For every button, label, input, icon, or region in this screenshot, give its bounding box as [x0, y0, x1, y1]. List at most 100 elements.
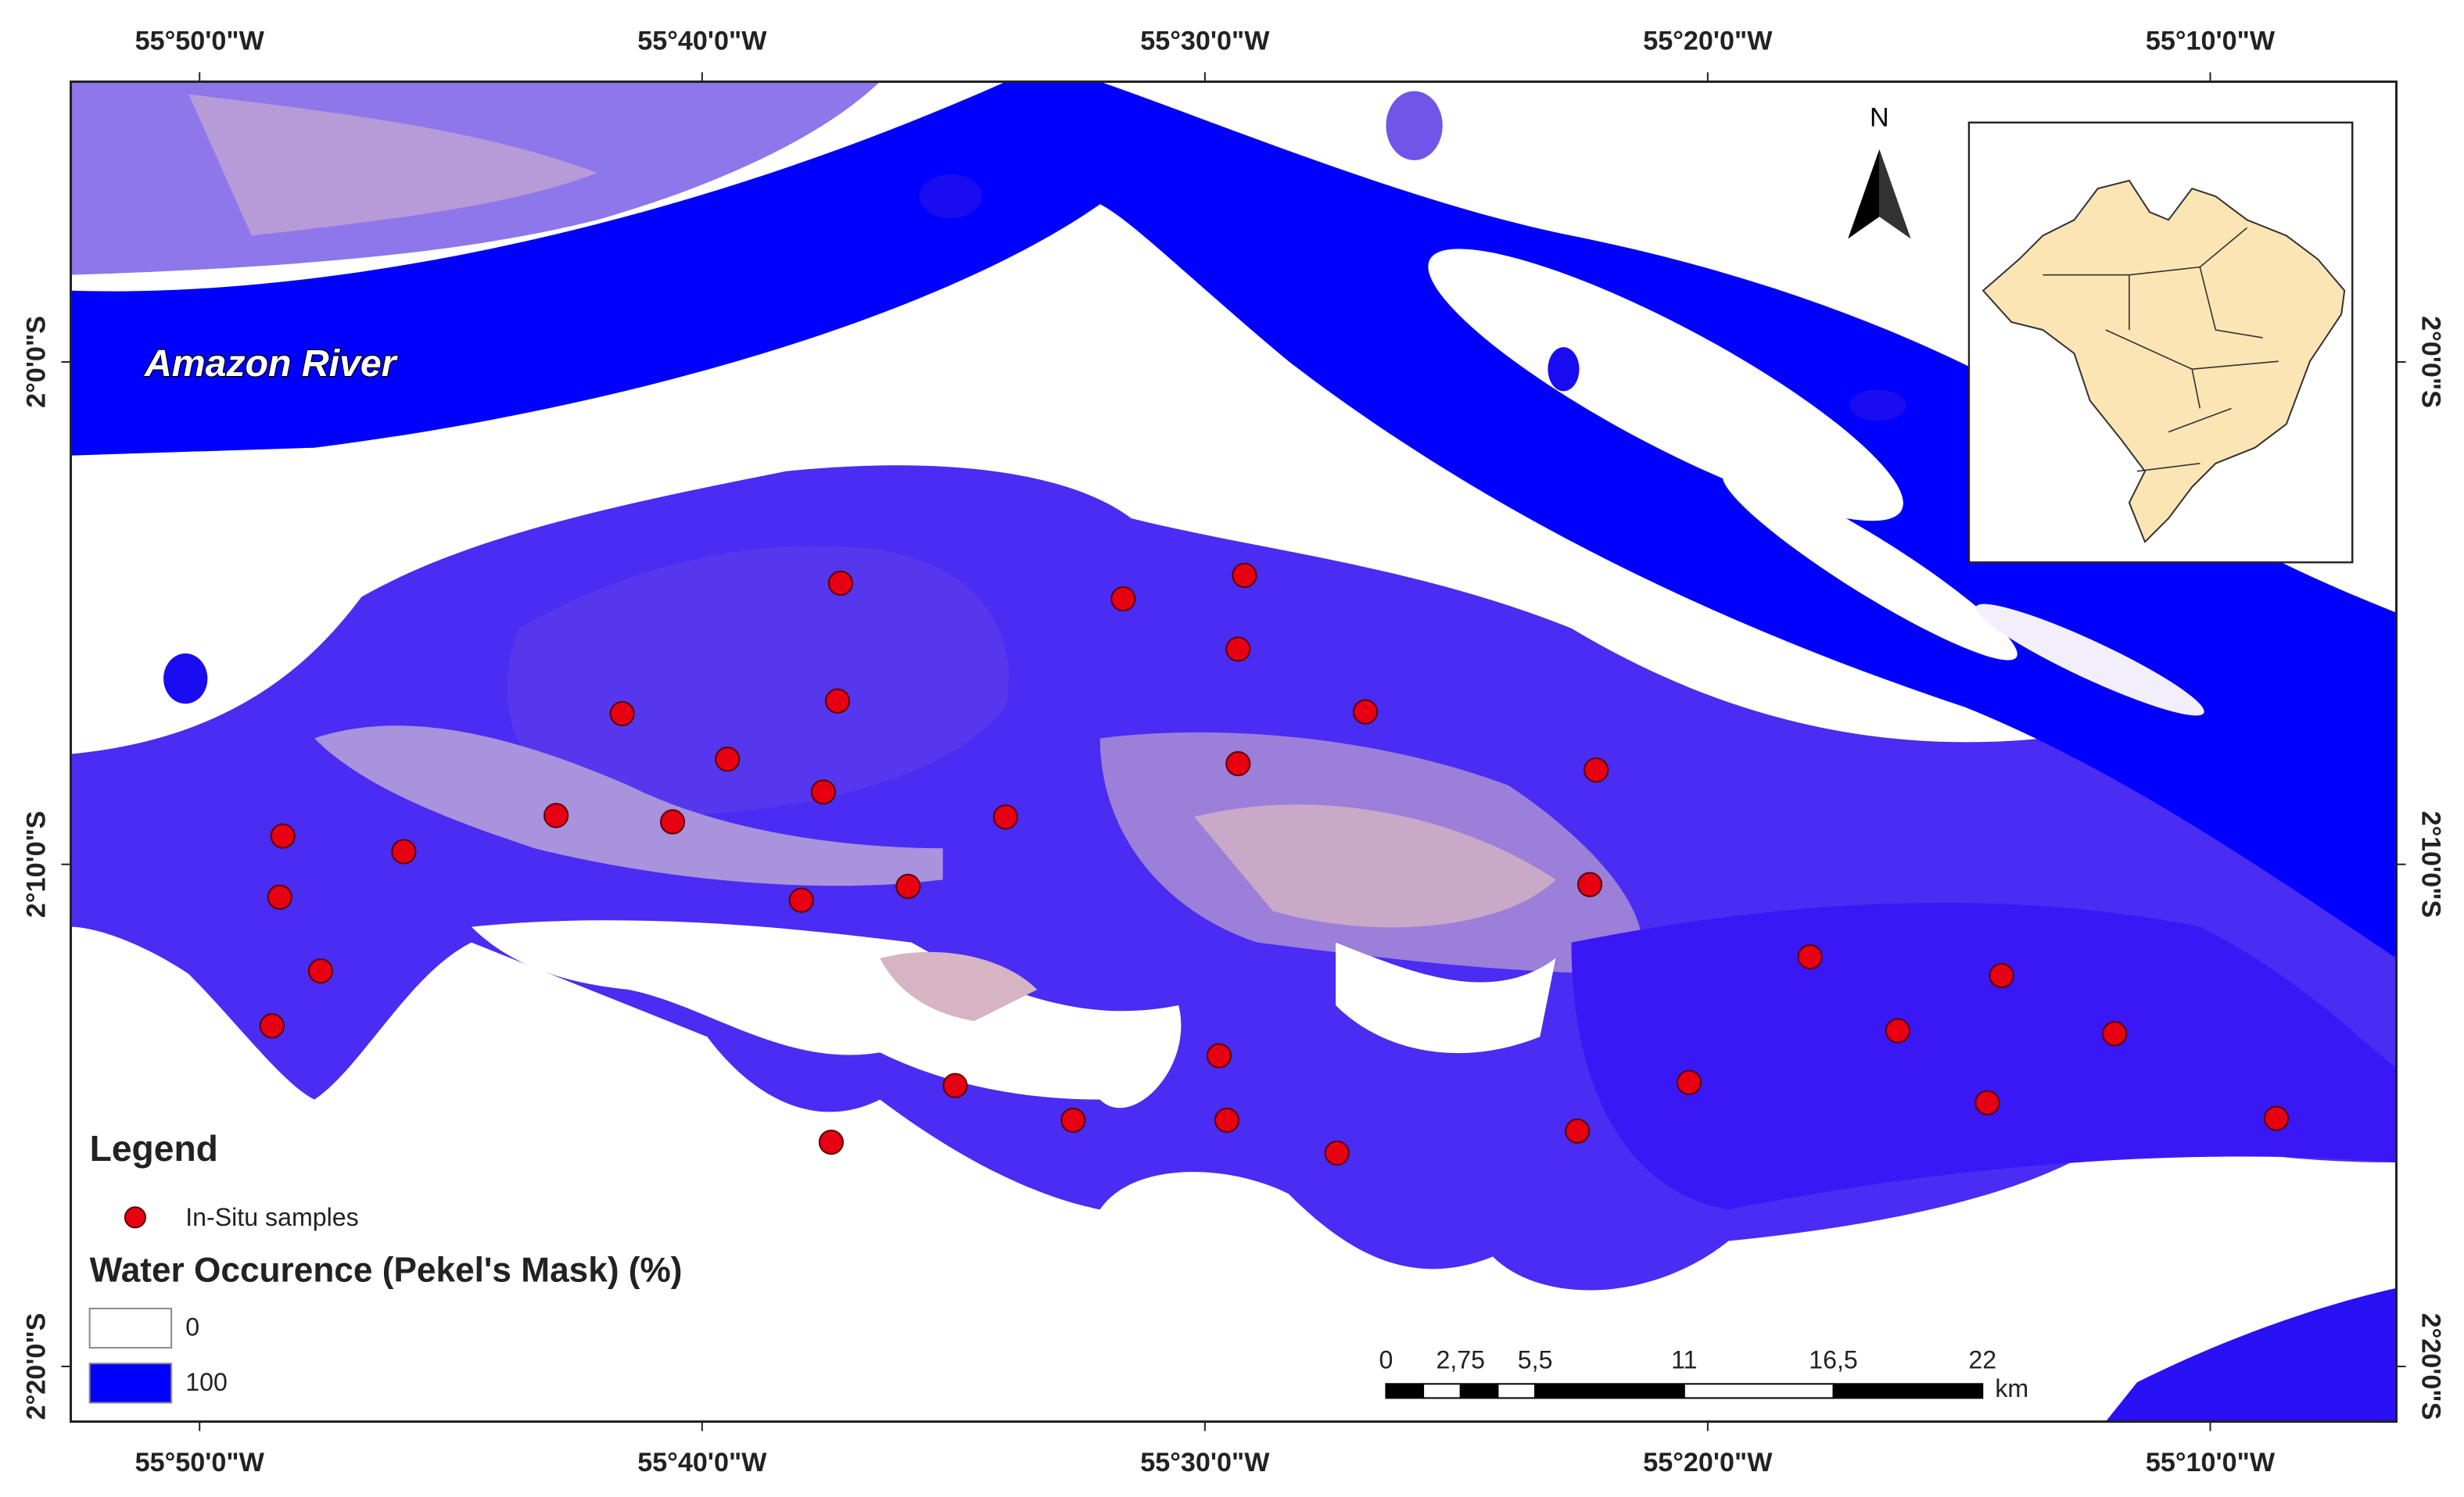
lat-label-left: 2°10'0"S [21, 811, 51, 918]
scale-segment [1459, 1383, 1499, 1399]
sample-point [1352, 699, 1379, 725]
sample-point [1974, 1090, 2000, 1116]
sample-point [1110, 586, 1136, 612]
sample-point [1885, 1018, 1910, 1044]
sample-point [1583, 757, 1609, 783]
sample-point [1989, 962, 2014, 989]
sample-point [1676, 1069, 1702, 1095]
land [471, 920, 1182, 1108]
lon-label-top: 55°20'0"W [1643, 26, 1773, 56]
lake [1386, 91, 1443, 160]
sample-point [270, 823, 296, 849]
lat-label-right: 2°20'0"S [2416, 1313, 2446, 1420]
north-label: N [1870, 103, 1889, 133]
scale-label: 2,75 [1436, 1346, 1485, 1374]
sample-point [810, 779, 836, 805]
lon-label-bottom: 55°50'0"W [135, 1448, 265, 1477]
legend-class-label: 100 [185, 1368, 228, 1396]
island [1722, 471, 2017, 661]
sample-point [715, 747, 741, 772]
lon-label-bottom: 55°20'0"W [1643, 1448, 1773, 1477]
sample-point [543, 803, 569, 829]
lon-label-top: 55°50'0"W [135, 26, 265, 56]
sample-point [267, 884, 292, 910]
lat-label-right: 2°0'0"S [2416, 316, 2446, 408]
sample-point [259, 1013, 285, 1039]
state-borders [2043, 227, 2279, 472]
lat-label-left: 2°20'0"S [21, 1313, 51, 1420]
sample-point [827, 570, 853, 596]
sample-point [609, 700, 635, 727]
lake [1571, 902, 2397, 1210]
lake [919, 174, 982, 219]
sample-point [942, 1073, 968, 1098]
land [1336, 942, 1556, 1054]
sample-point [307, 958, 333, 984]
lake [2105, 1287, 2397, 1422]
lon-label-bottom: 55°10'0"W [2146, 1448, 2276, 1477]
lon-label-top: 55°30'0"W [1140, 26, 1270, 56]
sample-point [1797, 944, 1823, 970]
lon-label-top: 55°10'0"W [2146, 26, 2276, 56]
lat-label-left: 2°0'0"S [21, 316, 51, 408]
sample-point [788, 887, 814, 913]
lon-label-bottom: 55°40'0"W [637, 1448, 767, 1477]
brazil [1982, 179, 2346, 544]
scale-label: 22 [1968, 1346, 1996, 1374]
sample-point [659, 809, 686, 835]
sample-point [1324, 1140, 1350, 1166]
sample-point [1206, 1043, 1232, 1069]
sample-point [1232, 562, 1257, 589]
lake [507, 546, 1009, 817]
scale-unit: km [1995, 1374, 2028, 1402]
legend-class-swatch [88, 1307, 173, 1349]
sample-point [895, 873, 921, 899]
sample-point [818, 1130, 845, 1155]
river [70, 81, 2397, 958]
sample-point [1060, 1107, 1086, 1133]
scale-label: 16,5 [1809, 1346, 1858, 1374]
legend-sample-symbol [124, 1206, 146, 1229]
sample-point [1225, 636, 1251, 662]
sample-point [2263, 1105, 2290, 1131]
legend-class-label: 0 [185, 1313, 199, 1341]
scale-segment [1683, 1383, 1835, 1399]
map-frame [70, 80, 2398, 1424]
scale-label: 11 [1671, 1346, 1697, 1374]
legend-water-title: Water Occurence (Pekel's Mask) (%) [90, 1251, 683, 1289]
land [880, 951, 1038, 1022]
sample-point [1565, 1118, 1591, 1144]
sample-point [992, 804, 1018, 830]
inset-map [1967, 121, 2354, 564]
legend-class-swatch [88, 1363, 173, 1404]
legend-title: Legend [90, 1128, 218, 1169]
sample-point [2102, 1021, 2128, 1047]
lon-label-bottom: 55°30'0"W [1140, 1448, 1270, 1477]
scale-segment [1385, 1383, 1425, 1399]
island [1975, 603, 2204, 716]
floodplain [188, 94, 597, 236]
land [70, 942, 252, 1072]
sample-point [824, 688, 851, 714]
scale-segment [1832, 1383, 1984, 1399]
floodplain [1194, 804, 1556, 928]
lon-label-top: 55°40'0"W [637, 26, 767, 56]
river-label: Amazon River [144, 342, 398, 385]
sample-point [1225, 750, 1251, 777]
scale-label: 0 [1379, 1346, 1393, 1374]
sample-point [391, 839, 417, 865]
lake [1849, 389, 1906, 421]
legend-sample-label: In-Situ samples [185, 1203, 359, 1231]
sample-point [1214, 1107, 1240, 1133]
scale-segment [1497, 1383, 1537, 1399]
lake [163, 653, 208, 704]
water-occurrence-layer [70, 81, 2397, 1422]
scale-segment [1534, 1383, 1685, 1399]
sample-point [1576, 872, 1603, 897]
legend: Legend In-Situ samples Water Occurence (… [90, 1128, 683, 1289]
lake [1548, 347, 1580, 392]
island [1428, 249, 1903, 521]
scale-label: 5,5 [1518, 1346, 1553, 1374]
